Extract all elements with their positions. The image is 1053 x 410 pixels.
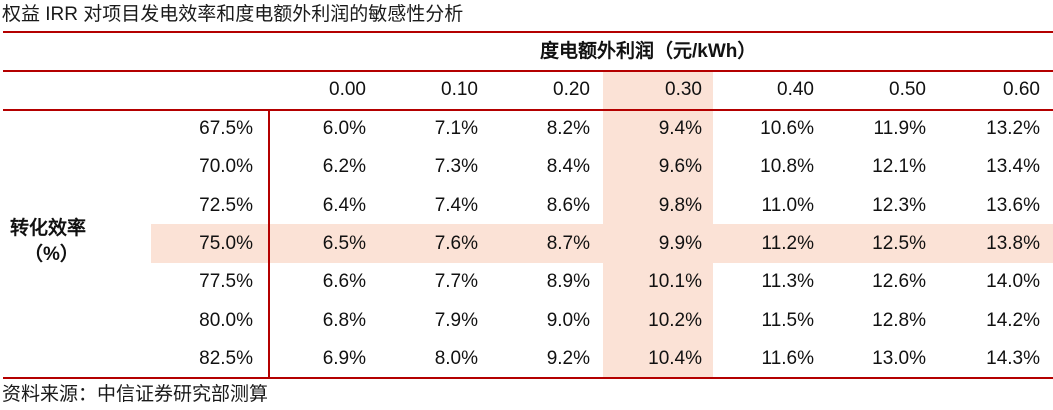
table-cell: 11.2% — [761, 233, 814, 254]
table-cell: 14.2% — [986, 310, 1040, 331]
table-cell: 6.9% — [322, 348, 366, 369]
table-cell: 7.1% — [434, 118, 478, 139]
table-cell: 13.4% — [986, 156, 1040, 177]
table-cell: 8.4% — [546, 156, 590, 177]
table-cell: 6.8% — [322, 310, 366, 331]
table-cell: 11.3% — [761, 271, 814, 292]
table-cell: 11.0% — [761, 195, 814, 216]
table-cell: 8.9% — [546, 271, 590, 292]
table-cell: 9.0% — [546, 310, 590, 331]
table-cell: 6.6% — [322, 271, 366, 292]
column-header: 0.20 — [553, 79, 590, 100]
table-cell: 7.6% — [434, 233, 478, 254]
bottom-rule — [3, 377, 1053, 379]
row-label: 77.5% — [199, 271, 253, 292]
table-cell: 9.2% — [546, 348, 590, 369]
table-cell: 12.5% — [872, 233, 926, 254]
table-cell: 13.0% — [872, 348, 926, 369]
row-group-label: 转化效率 — [10, 218, 87, 239]
table-cell: 12.8% — [872, 310, 926, 331]
row-label-divider — [268, 111, 270, 379]
group-header-rule — [3, 70, 1053, 72]
table-cell: 7.3% — [434, 156, 478, 177]
column-header: 0.30 — [665, 79, 702, 100]
table-cell: 13.6% — [986, 195, 1040, 216]
table-cell: 9.8% — [658, 195, 702, 216]
source-note: 资料来源：中信证券研究部测算 — [2, 384, 269, 405]
table-cell: 6.5% — [322, 233, 366, 254]
row-label: 80.0% — [199, 310, 253, 331]
table-cell: 11.6% — [761, 348, 814, 369]
table-cell: 11.9% — [873, 118, 926, 139]
table-cell: 7.7% — [434, 271, 478, 292]
table-cell: 13.8% — [986, 233, 1040, 254]
table-cell: 10.4% — [648, 348, 702, 369]
table-cell: 9.4% — [658, 118, 702, 139]
table-cell: 10.8% — [760, 156, 814, 177]
row-label: 70.0% — [199, 156, 253, 177]
table-cell: 10.6% — [760, 118, 814, 139]
highlight-row-background — [151, 224, 1053, 263]
table-cell: 10.1% — [648, 271, 702, 292]
table-cell: 12.6% — [872, 271, 926, 292]
table-cell: 14.0% — [986, 271, 1040, 292]
row-label: 75.0% — [199, 233, 253, 254]
table-cell: 14.3% — [986, 348, 1040, 369]
row-group-header: 转化效率 （%） — [10, 216, 120, 268]
table-cell: 7.4% — [434, 195, 478, 216]
column-header: 0.10 — [441, 79, 478, 100]
table-cell: 6.2% — [322, 156, 366, 177]
table-cell: 6.4% — [322, 195, 366, 216]
row-label: 72.5% — [199, 195, 253, 216]
table-cell: 8.7% — [546, 233, 590, 254]
table-cell: 11.5% — [761, 310, 814, 331]
table-cell: 9.9% — [658, 233, 702, 254]
table-cell: 12.1% — [872, 156, 926, 177]
table-cell: 8.6% — [546, 195, 590, 216]
table-title: 权益 IRR 对项目发电效率和度电额外利润的敏感性分析 — [2, 4, 464, 25]
column-header: 0.50 — [889, 79, 926, 100]
row-label: 82.5% — [199, 348, 253, 369]
table-cell: 8.0% — [434, 348, 478, 369]
row-group-unit: （%） — [24, 244, 79, 265]
table-cell: 7.9% — [434, 310, 478, 331]
header-rule — [3, 109, 1053, 111]
table-cell: 12.3% — [872, 195, 926, 216]
column-group-header: 度电额外利润（元/kWh） — [540, 41, 757, 62]
table-cell: 9.6% — [658, 156, 702, 177]
table-cell: 13.2% — [986, 118, 1040, 139]
column-header: 0.00 — [329, 79, 366, 100]
table-cell: 8.2% — [546, 118, 590, 139]
column-header: 0.40 — [777, 79, 814, 100]
top-rule — [3, 31, 1053, 33]
table-cell: 10.2% — [648, 310, 702, 331]
table-cell: 6.0% — [322, 118, 366, 139]
row-label: 67.5% — [199, 118, 253, 139]
column-header: 0.60 — [1003, 79, 1040, 100]
